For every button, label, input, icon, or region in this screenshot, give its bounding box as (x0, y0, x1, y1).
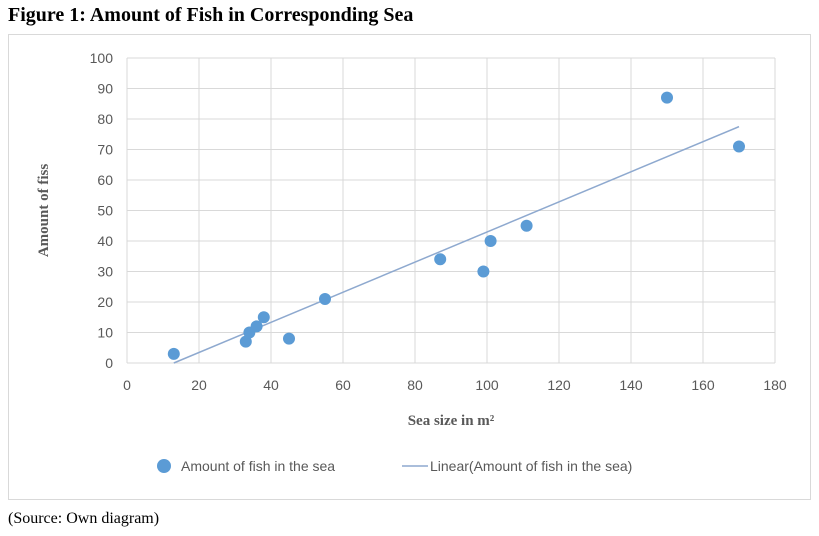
data-point (283, 332, 295, 345)
figure-title: Figure 1: Amount of Fish in Correspondin… (8, 4, 414, 26)
legend: Amount of fish in the sea Linear(Amount o… (157, 458, 632, 474)
source-note: (Source: Own diagram) (8, 510, 160, 527)
y-axis-title: Amount of fiss (36, 164, 52, 258)
legend-marker-points (157, 459, 171, 473)
data-point (484, 235, 497, 247)
y-tick-label: 20 (97, 294, 113, 310)
data-point (239, 335, 252, 348)
x-tick-label: 60 (335, 377, 351, 393)
y-tick-label: 60 (97, 172, 113, 188)
trendline (173, 125, 740, 364)
x-tick-label: 140 (619, 377, 643, 393)
data-points (167, 91, 745, 360)
data-point (434, 253, 447, 266)
x-tick-label: 100 (475, 377, 499, 393)
trendline-layer (173, 125, 740, 364)
y-tick-label: 70 (97, 142, 113, 158)
gridlines (126, 57, 776, 364)
x-tick-label: 120 (547, 377, 571, 393)
x-tick-label: 20 (191, 377, 207, 393)
y-tick-label: 100 (90, 50, 114, 66)
y-tick-label: 90 (97, 81, 113, 97)
y-tick-label: 10 (97, 325, 113, 341)
x-tick-label: 160 (691, 377, 715, 393)
data-point (257, 311, 270, 324)
x-axis-title: Sea size in m² (408, 413, 495, 429)
y-tick-label: 80 (97, 111, 113, 127)
x-tick-label: 180 (763, 377, 787, 393)
y-tick-labels: 0 10 20 30 40 50 60 70 80 90 100 (90, 50, 114, 371)
x-tick-label: 80 (407, 377, 423, 393)
data-point (477, 265, 490, 278)
y-tick-label: 50 (97, 203, 113, 219)
data-point (319, 292, 331, 305)
legend-label-points: Amount of fish in the sea (181, 458, 335, 474)
x-tick-label: 0 (123, 377, 131, 393)
chart-frame (8, 34, 811, 500)
data-point (733, 140, 745, 153)
data-point (661, 91, 673, 104)
y-tick-label: 30 (97, 264, 113, 280)
data-point (520, 219, 533, 232)
y-tick-label: 0 (105, 355, 113, 371)
data-point (167, 347, 180, 360)
x-tick-labels: 0 20 40 60 80 100 120 140 160 180 (123, 377, 787, 393)
data-point (250, 320, 263, 333)
legend-label-trendline: Linear(Amount of fish in the sea) (430, 458, 632, 474)
y-tick-label: 40 (97, 233, 113, 249)
x-tick-label: 40 (263, 377, 279, 393)
